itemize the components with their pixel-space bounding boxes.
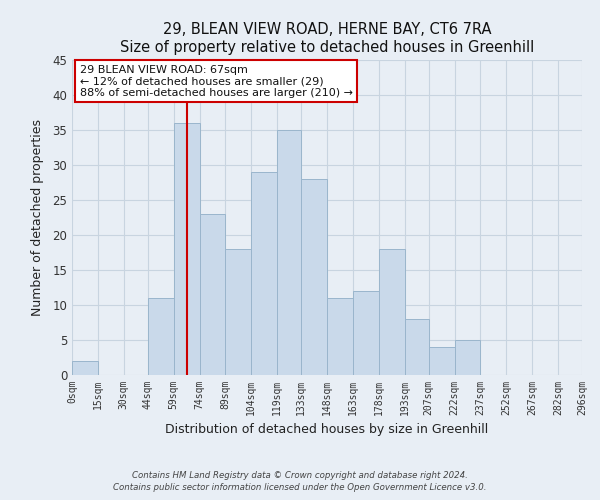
Bar [327,298,353,375]
X-axis label: Distribution of detached houses by size in Greenhill: Distribution of detached houses by size … [166,424,488,436]
Text: 29 BLEAN VIEW ROAD: 67sqm
← 12% of detached houses are smaller (29)
88% of semi-: 29 BLEAN VIEW ROAD: 67sqm ← 12% of detac… [80,64,353,98]
Bar [404,319,428,375]
Bar [199,214,226,375]
Bar [353,291,379,375]
Bar [428,347,455,375]
Bar [455,340,481,375]
Bar [148,298,173,375]
Bar [277,130,301,375]
Title: 29, BLEAN VIEW ROAD, HERNE BAY, CT6 7RA
Size of property relative to detached ho: 29, BLEAN VIEW ROAD, HERNE BAY, CT6 7RA … [120,22,534,54]
Bar [251,172,277,375]
Bar [301,179,327,375]
Y-axis label: Number of detached properties: Number of detached properties [31,119,44,316]
Bar [173,123,199,375]
Bar [379,249,404,375]
Bar [226,249,251,375]
Text: Contains HM Land Registry data © Crown copyright and database right 2024.
Contai: Contains HM Land Registry data © Crown c… [113,470,487,492]
Bar [72,361,98,375]
